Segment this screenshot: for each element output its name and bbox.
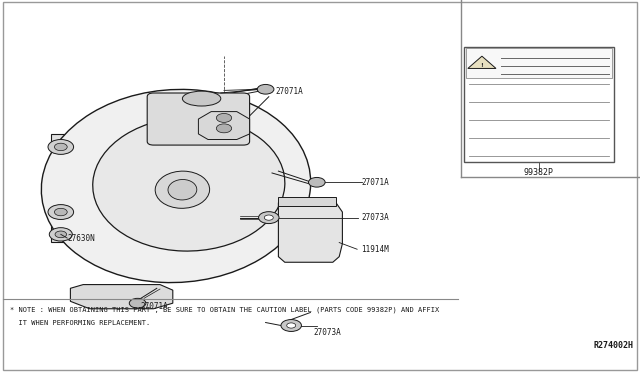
Circle shape <box>308 177 325 187</box>
Polygon shape <box>468 56 496 68</box>
Bar <box>464 46 614 162</box>
Circle shape <box>48 140 74 154</box>
Circle shape <box>54 208 67 216</box>
Ellipse shape <box>155 171 210 208</box>
FancyBboxPatch shape <box>51 134 128 242</box>
Text: 27073A: 27073A <box>314 328 341 337</box>
FancyBboxPatch shape <box>147 93 250 145</box>
Circle shape <box>264 215 273 220</box>
Circle shape <box>287 323 296 328</box>
Text: 27630N: 27630N <box>67 234 95 243</box>
Circle shape <box>49 228 72 241</box>
Text: 27071A: 27071A <box>275 87 303 96</box>
Text: * NOTE : WHEN OBTAINING THIS PART , BE SURE TO OBTAIN THE CAUTION LABEL (PARTS C: * NOTE : WHEN OBTAINING THIS PART , BE S… <box>10 307 439 313</box>
Text: 99382P: 99382P <box>524 168 554 177</box>
Circle shape <box>257 84 274 94</box>
Circle shape <box>259 212 279 224</box>
Text: R274002H: R274002H <box>594 341 634 350</box>
Text: !: ! <box>481 62 483 68</box>
Bar <box>466 48 612 78</box>
Polygon shape <box>70 285 173 309</box>
Circle shape <box>216 113 232 122</box>
Circle shape <box>54 143 67 151</box>
Text: 27073A: 27073A <box>362 213 389 222</box>
Ellipse shape <box>93 117 285 251</box>
Ellipse shape <box>42 89 310 283</box>
Circle shape <box>55 231 67 238</box>
Text: IT WHEN PERFORMING REPLACEMENT.: IT WHEN PERFORMING REPLACEMENT. <box>10 320 150 326</box>
Text: 27071A: 27071A <box>141 302 168 311</box>
Circle shape <box>216 124 232 133</box>
Polygon shape <box>198 112 250 140</box>
Circle shape <box>48 205 74 219</box>
Ellipse shape <box>182 91 221 106</box>
Text: 11914M: 11914M <box>362 245 389 254</box>
Text: 27071A: 27071A <box>362 178 389 187</box>
Ellipse shape <box>168 180 197 200</box>
Circle shape <box>281 320 301 331</box>
FancyBboxPatch shape <box>278 197 336 206</box>
Polygon shape <box>278 203 342 262</box>
Circle shape <box>129 298 146 308</box>
